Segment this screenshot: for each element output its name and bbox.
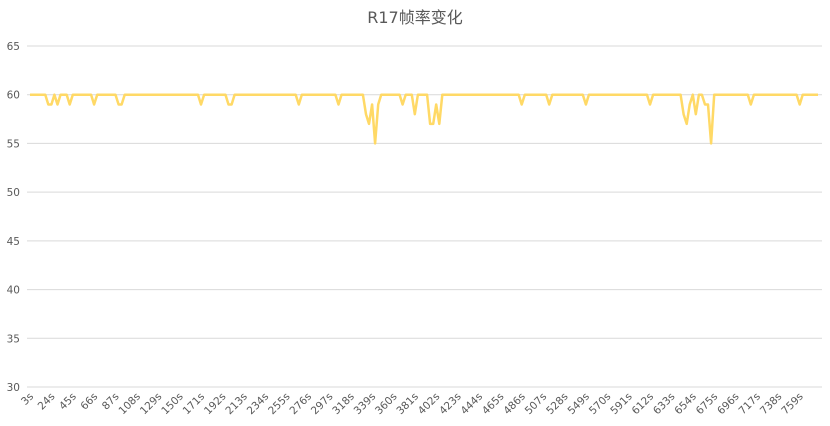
x-tick-label: 549s — [565, 391, 592, 418]
x-tick-label: 297s — [309, 391, 336, 418]
y-tick-label: 35 — [7, 333, 20, 345]
y-tick-label: 55 — [7, 138, 20, 150]
x-tick-label: 255s — [266, 391, 293, 418]
y-tick-label: 40 — [7, 285, 20, 297]
x-tick-label: 45s — [57, 391, 79, 413]
x-tick-label: 570s — [587, 391, 614, 418]
x-tick-label: 192s — [202, 391, 229, 418]
x-tick-label: 129s — [138, 391, 165, 418]
x-tick-label: 738s — [758, 391, 785, 418]
x-tick-label: 675s — [694, 391, 721, 418]
x-tick-label: 3s — [19, 391, 36, 408]
y-axis-ticks: 30 35 40 45 50 55 60 65 — [7, 41, 20, 394]
x-tick-label: 591s — [608, 391, 635, 418]
x-tick-label: 318s — [330, 391, 357, 418]
x-tick-label: 171s — [181, 391, 208, 418]
x-axis-ticks: 3s 24s 45s 66s 87s108s129s150s171s192s213s23… — [19, 391, 806, 418]
x-tick-label: 108s — [116, 391, 143, 418]
series-layer — [29, 93, 819, 145]
y-tick-label: 65 — [7, 41, 20, 53]
x-tick-label: 612s — [630, 391, 657, 418]
y-tick-label: 60 — [7, 90, 20, 102]
x-tick-label: 339s — [352, 391, 379, 418]
x-tick-label: 486s — [501, 391, 528, 418]
x-tick-label: 276s — [288, 391, 315, 418]
chart-title: R17帧率变化 — [367, 8, 462, 27]
x-tick-label: 150s — [159, 391, 186, 418]
x-tick-label: 444s — [459, 391, 486, 418]
x-tick-label: 717s — [737, 391, 764, 418]
series-line — [30, 93, 818, 145]
x-tick-label: 24s — [36, 391, 58, 413]
x-tick-label: 66s — [78, 391, 100, 413]
x-tick-label: 696s — [715, 391, 742, 418]
y-tick-label: 45 — [7, 236, 20, 248]
x-tick-label: 528s — [544, 391, 571, 418]
x-tick-label: 423s — [437, 391, 464, 418]
y-tick-label: 30 — [7, 382, 20, 394]
x-tick-label: 654s — [672, 391, 699, 418]
x-tick-label: 633s — [651, 391, 678, 418]
x-tick-label: 507s — [523, 391, 550, 418]
x-tick-label: 213s — [223, 391, 250, 418]
x-tick-label: 381s — [394, 391, 421, 418]
x-tick-label: 360s — [373, 391, 400, 418]
x-tick-label: 402s — [416, 391, 443, 418]
y-tick-label: 50 — [7, 187, 20, 199]
x-tick-label: 234s — [245, 391, 272, 418]
x-tick-label: 465s — [480, 391, 507, 418]
x-tick-label: 759s — [779, 391, 806, 418]
